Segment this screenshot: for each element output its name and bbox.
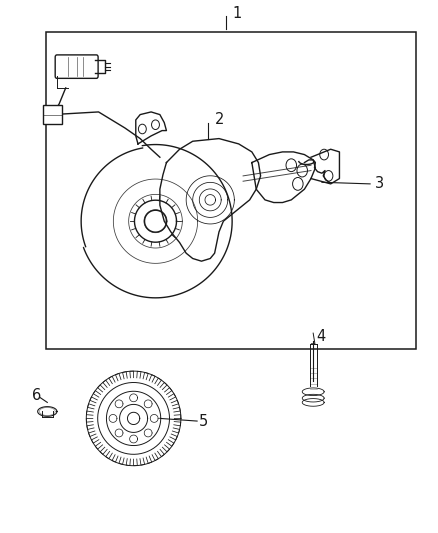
Text: 2: 2 (215, 112, 224, 127)
FancyBboxPatch shape (55, 55, 98, 78)
Text: 3: 3 (374, 176, 384, 191)
Bar (46, 32, 416, 349)
Bar (43, 105, 62, 124)
Text: 1: 1 (232, 6, 241, 21)
Text: 6: 6 (32, 388, 41, 403)
Text: 4: 4 (316, 329, 325, 344)
Text: 5: 5 (199, 414, 208, 429)
